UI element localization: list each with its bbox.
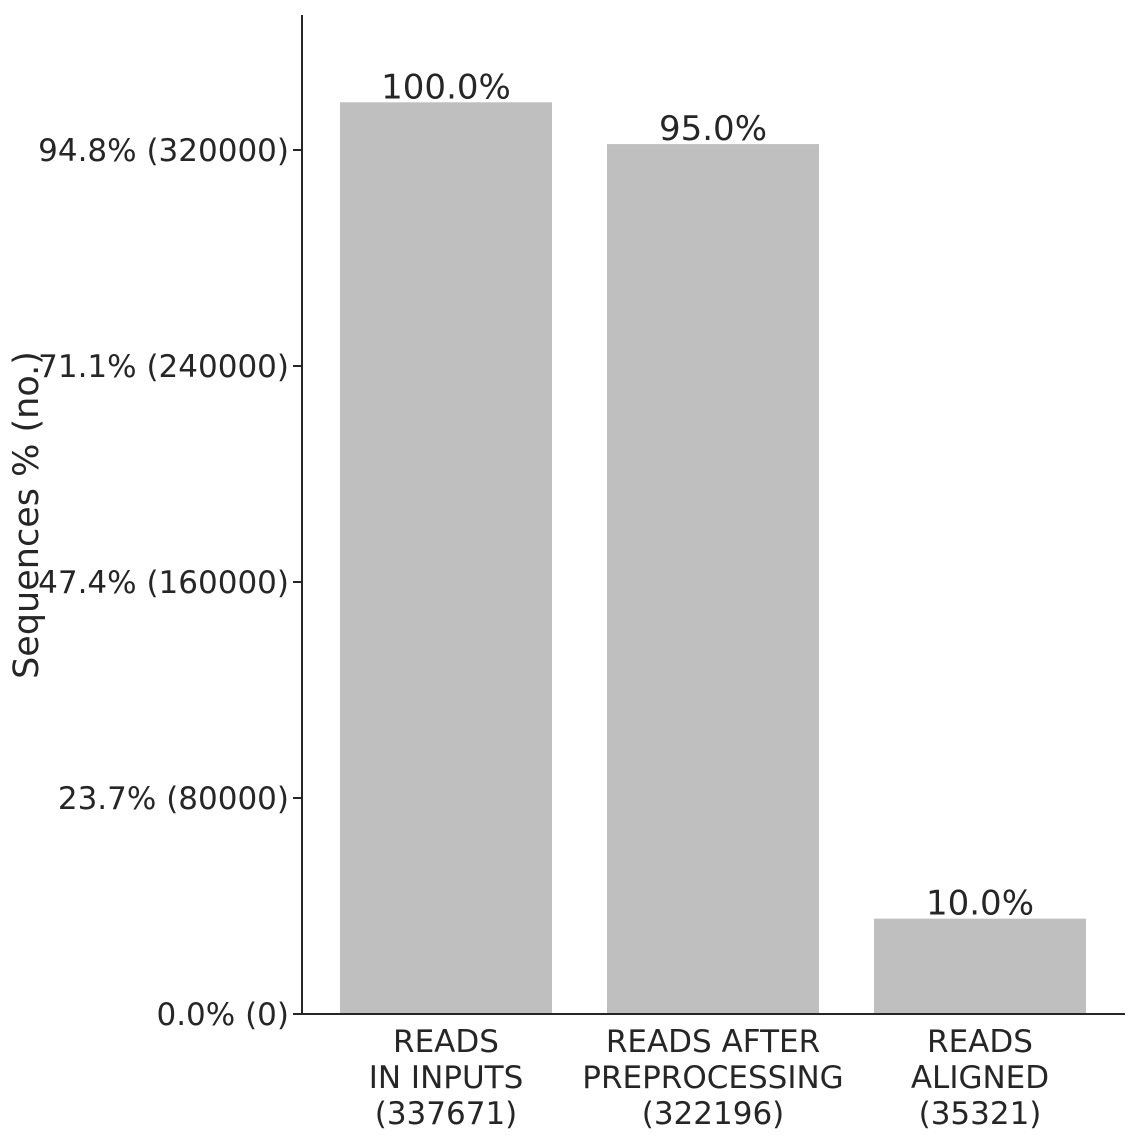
x-category-labels-group: READS IN INPUTS (337671)READS AFTER PREPROC…: [369, 1024, 1049, 1132]
y-tick-label-3: 71.1% (240000): [38, 349, 289, 385]
x-category-label-1-line-2: IN INPUTS: [369, 1060, 524, 1096]
bar-3-value-label: 10.0%: [926, 884, 1034, 924]
y-ticks-group: 0.0% (0) 23.7% (80000) 47.4% (160000) 71.1%…: [38, 133, 302, 1033]
axes-group: [301, 15, 1125, 1015]
bar-2: [607, 144, 819, 1014]
x-category-label-3-line-3: (35321): [919, 1096, 1042, 1132]
y-tick-label-1: 23.7% (80000): [58, 781, 289, 817]
y-tick-label-4: 94.8% (320000): [38, 133, 289, 169]
y-tick-label-0: 0.0% (0): [156, 997, 289, 1033]
x-category-label-1: READS IN INPUTS (337671): [369, 1024, 524, 1132]
x-category-label-1-line-1: READS: [393, 1024, 499, 1060]
bars-group: [340, 102, 1086, 1014]
x-category-label-2-line-2: PREPROCESSING: [582, 1060, 843, 1096]
x-category-label-2: READS AFTER PREPROCESSING (322196): [582, 1024, 843, 1132]
bar-2-value-label: 95.0%: [659, 109, 767, 149]
bar-1-value-label: 100.0%: [381, 67, 511, 107]
y-axis-title: Sequences % (no.): [7, 351, 47, 679]
x-category-label-1-line-3: (337671): [375, 1096, 518, 1132]
x-category-label-3-line-1: READS: [927, 1024, 1033, 1060]
x-category-label-3-line-2: ALIGNED: [911, 1060, 1049, 1096]
bar-1: [340, 102, 552, 1014]
bar-3: [874, 918, 1086, 1014]
x-category-label-3: READS ALIGNED (35321): [911, 1024, 1049, 1132]
x-category-label-2-line-1: READS AFTER: [606, 1024, 820, 1060]
y-tick-label-2: 47.4% (160000): [38, 565, 289, 601]
data-labels-group: 100.0% 95.0% 10.0%: [381, 67, 1034, 923]
x-category-label-2-line-3: (322196): [642, 1096, 785, 1132]
